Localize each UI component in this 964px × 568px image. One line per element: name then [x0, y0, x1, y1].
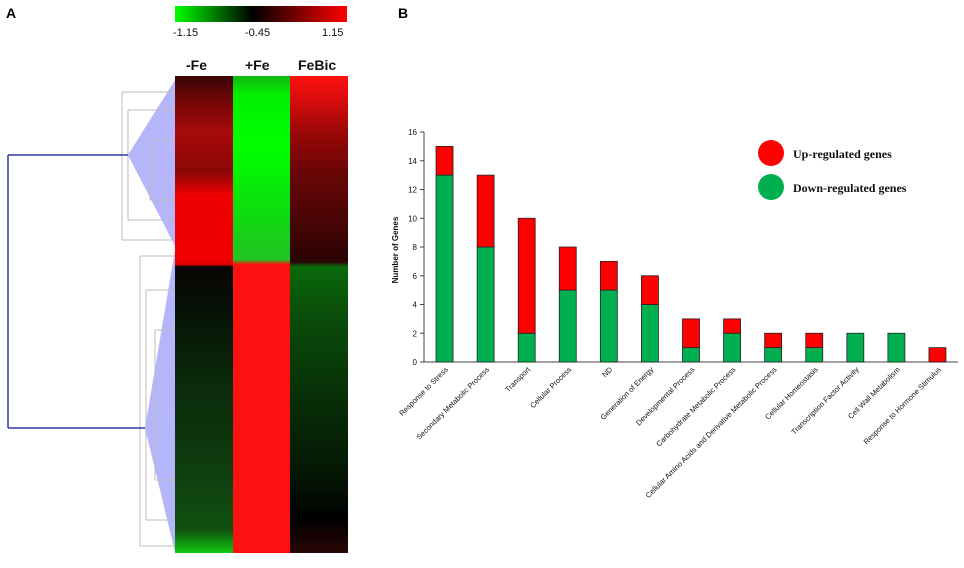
color-scale-bar — [175, 6, 347, 22]
scale-mid-label: -0.45 — [245, 27, 270, 39]
legend-label-down: Down-regulated genes — [793, 181, 907, 195]
y-tick-label: 4 — [413, 301, 418, 310]
bar-down-2 — [517, 332, 536, 363]
bar-down-11 — [887, 332, 906, 363]
y-axis-label: Number of Genes — [391, 216, 400, 283]
x-category-label: ND — [600, 365, 614, 379]
legend: Up-regulated genes Down-regulated genes — [758, 140, 907, 200]
panel-b-label: B — [398, 5, 408, 21]
bar-up-1 — [476, 174, 495, 248]
heatmap-grid — [175, 76, 348, 553]
y-tick-label: 0 — [413, 358, 418, 367]
heatmap-column-fe-plus — [233, 76, 290, 553]
bar-up-4 — [599, 260, 618, 291]
scale-max-label: 1.15 — [322, 27, 343, 39]
x-category-label: Cellular Process — [528, 365, 573, 410]
bar-down-6 — [682, 347, 700, 363]
bar-down-1 — [476, 246, 495, 363]
bar-up-5 — [641, 275, 659, 305]
bar-down-5 — [641, 304, 659, 363]
bars — [435, 145, 947, 363]
dendrogram-cluster-lower — [145, 250, 175, 552]
x-category-label: Secondary Metabolic Process — [415, 365, 492, 442]
bar-up-9 — [805, 332, 824, 349]
y-tick-label: 12 — [408, 186, 417, 195]
bar-down-8 — [764, 347, 783, 363]
bar-down-3 — [558, 289, 577, 363]
heatmap-col-label-fe-plus: +Fe — [245, 57, 270, 73]
y-tick-label: 6 — [413, 272, 418, 281]
heatmap-col-label-fe-minus: -Fe — [186, 57, 207, 73]
bar-up-2 — [517, 217, 536, 334]
dendrogram — [7, 80, 175, 552]
y-tick-label: 14 — [408, 157, 417, 166]
y-tick-label: 8 — [413, 243, 418, 252]
bar-up-12 — [928, 347, 947, 363]
heatmap-column-fe-minus — [175, 76, 233, 553]
scale-min-label: -1.15 — [173, 27, 198, 39]
x-category-label: Transcription Factor Activity — [789, 365, 860, 436]
color-scale: -1.15 -0.45 1.15 — [173, 6, 347, 39]
y-tick-label: 16 — [408, 128, 417, 137]
x-category-label: Carbohydrate Metabolic Process — [654, 365, 737, 448]
x-category-label: Response to Hormone Stimulus — [862, 365, 943, 446]
legend-label-up: Up-regulated genes — [793, 147, 892, 161]
y-tick-label: 2 — [413, 329, 418, 338]
bar-up-3 — [558, 246, 577, 291]
heatmap-column-labels: -Fe +Fe FeBic — [186, 57, 336, 73]
bar-down-9 — [805, 347, 824, 363]
legend-swatch-down — [758, 174, 784, 200]
bar-down-7 — [723, 332, 741, 363]
legend-swatch-up — [758, 140, 784, 166]
bar-down-4 — [599, 289, 618, 363]
bar-up-7 — [723, 318, 741, 334]
bar-down-10 — [846, 332, 865, 363]
y-tick-label: 10 — [408, 214, 417, 223]
heatmap-column-febic — [290, 76, 348, 553]
dendrogram-cluster-upper — [128, 80, 175, 246]
y-axis-ticks: 0 2 4 6 8 10 12 14 16 — [408, 128, 424, 367]
bar-up-6 — [682, 318, 700, 349]
bar-up-8 — [764, 332, 783, 349]
x-category-label: Transport — [503, 364, 533, 394]
heatmap-col-label-febic: FeBic — [298, 57, 336, 73]
bar-down-0 — [435, 174, 454, 363]
dendrogram-root-branch — [7, 154, 145, 429]
panel-a-label: A — [6, 5, 16, 21]
bar-up-0 — [435, 145, 454, 176]
dendrogram-subtree-lines — [121, 91, 175, 547]
